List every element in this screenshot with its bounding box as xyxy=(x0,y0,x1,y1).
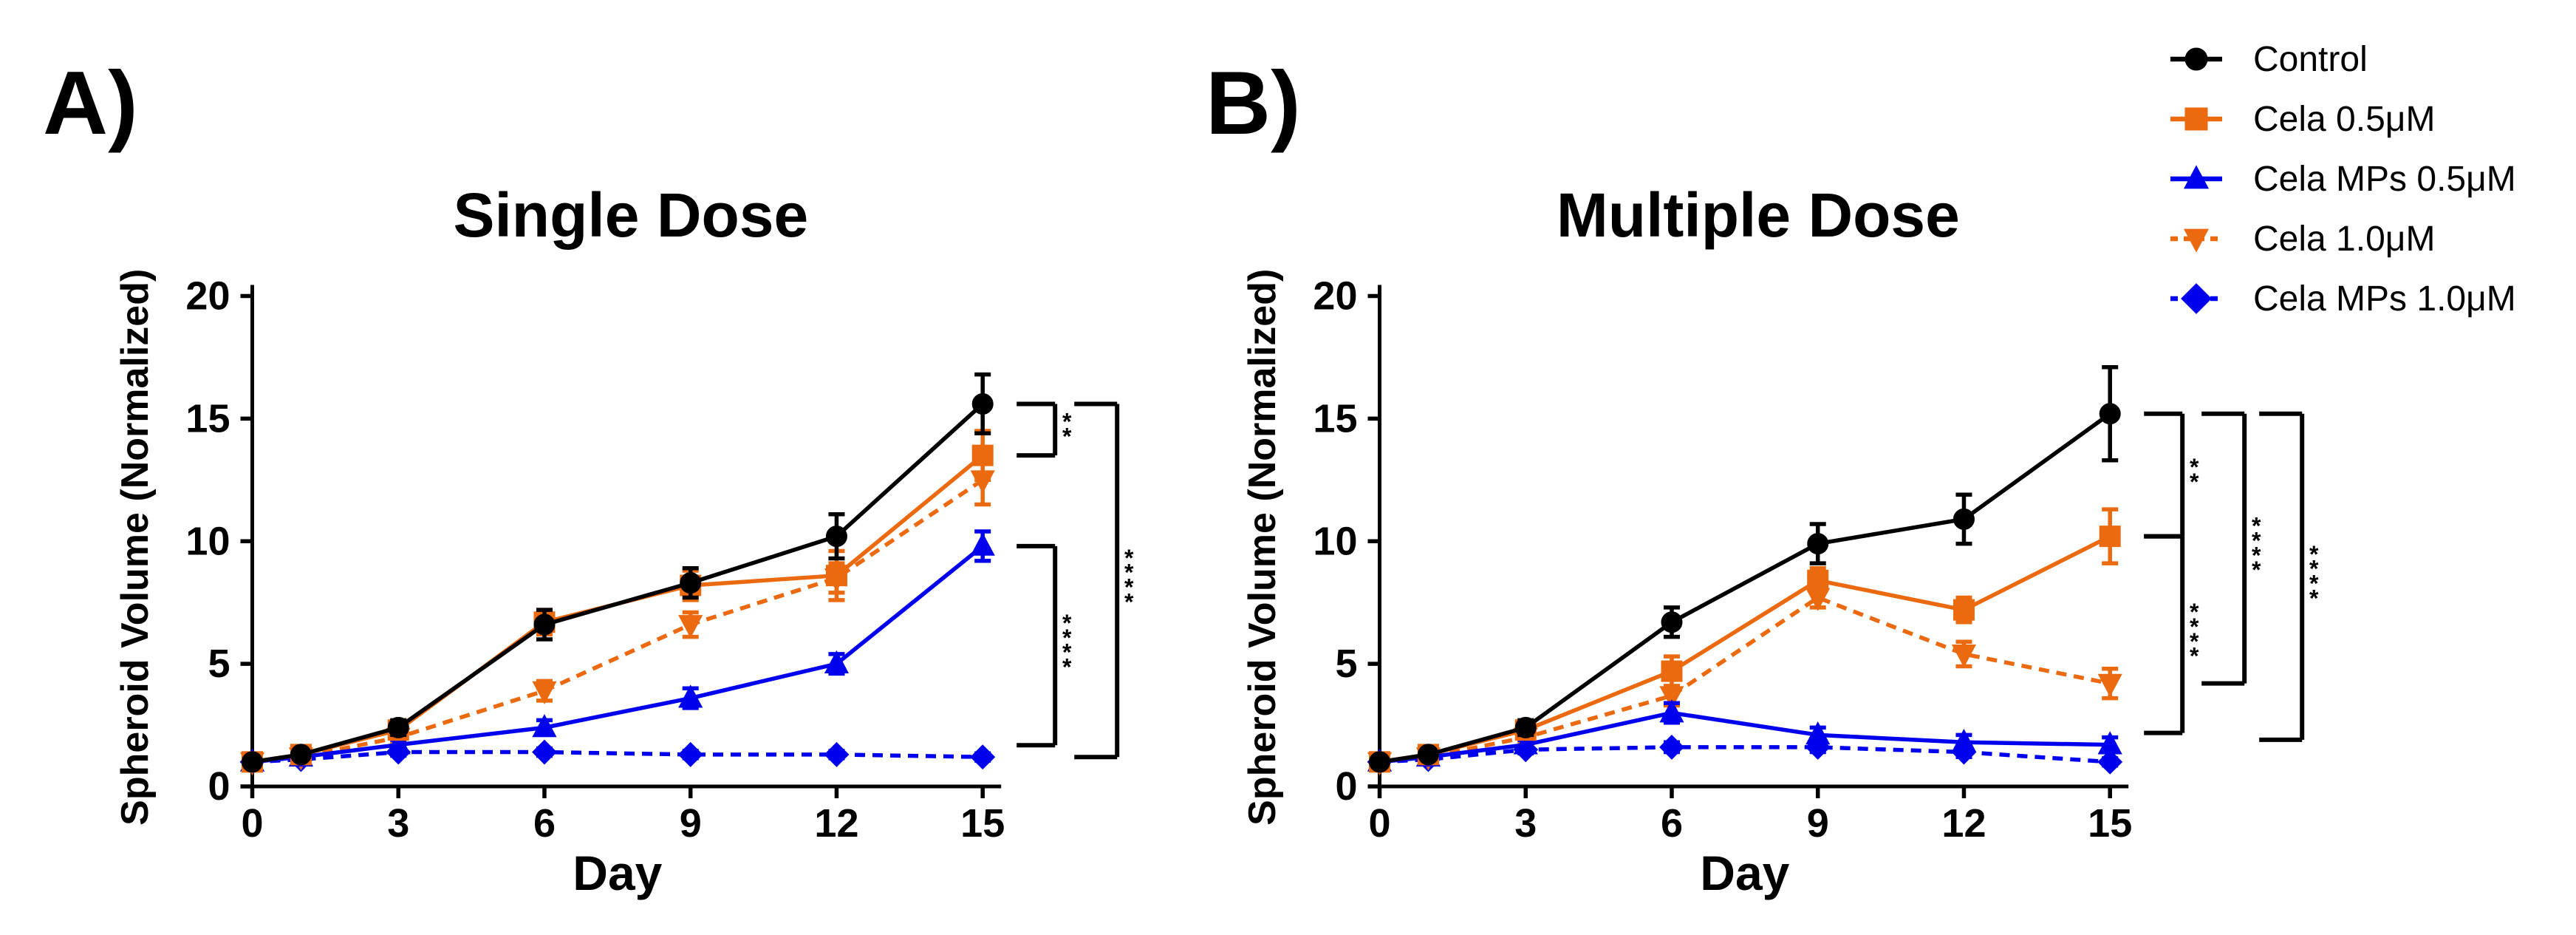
svg-text:15: 15 xyxy=(1313,396,1357,441)
svg-text:3: 3 xyxy=(1514,801,1537,846)
svg-text:Multiple Dose: Multiple Dose xyxy=(1557,180,1960,250)
svg-text:*: * xyxy=(2190,469,2199,495)
svg-text:Spheroid Volume (Normalized): Spheroid Volume (Normalized) xyxy=(1241,269,1284,826)
svg-text:12: 12 xyxy=(1941,801,1986,846)
svg-text:10: 10 xyxy=(185,519,230,563)
svg-text:9: 9 xyxy=(680,801,702,846)
svg-text:5: 5 xyxy=(1335,642,1357,686)
svg-text:15: 15 xyxy=(2088,801,2132,846)
svg-text:20: 20 xyxy=(1313,274,1357,319)
svg-text:Cela 0.5μM: Cela 0.5μM xyxy=(2253,100,2435,139)
svg-text:3: 3 xyxy=(387,801,409,846)
svg-text:*: * xyxy=(1062,423,1072,449)
svg-text:12: 12 xyxy=(814,801,858,846)
svg-text:5: 5 xyxy=(208,642,230,686)
svg-text:Day: Day xyxy=(1700,846,1789,900)
svg-text:15: 15 xyxy=(185,396,230,441)
svg-text:Spheroid Volume (Normalized): Spheroid Volume (Normalized) xyxy=(114,269,157,826)
svg-text:Day: Day xyxy=(573,846,662,900)
svg-text:Cela 1.0μM: Cela 1.0μM xyxy=(2253,220,2435,259)
svg-text:*: * xyxy=(2190,643,2199,670)
svg-text:0: 0 xyxy=(1368,801,1390,846)
svg-text:*: * xyxy=(1062,654,1072,681)
svg-text:Cela MPs 0.5μM: Cela MPs 0.5μM xyxy=(2253,160,2516,199)
svg-text:Single Dose: Single Dose xyxy=(453,180,808,250)
svg-text:Control: Control xyxy=(2253,40,2368,79)
svg-text:20: 20 xyxy=(185,274,230,319)
svg-text:*: * xyxy=(2309,585,2319,611)
svg-text:15: 15 xyxy=(960,801,1005,846)
svg-text:0: 0 xyxy=(241,801,263,846)
svg-text:0: 0 xyxy=(1335,764,1357,809)
svg-text:6: 6 xyxy=(1661,801,1683,846)
svg-text:0: 0 xyxy=(208,764,230,809)
svg-text:Cela MPs 1.0μM: Cela MPs 1.0μM xyxy=(2253,279,2516,319)
svg-text:9: 9 xyxy=(1807,801,1829,846)
svg-text:10: 10 xyxy=(1313,519,1357,563)
svg-text:6: 6 xyxy=(533,801,556,846)
svg-text:*: * xyxy=(2252,557,2261,583)
